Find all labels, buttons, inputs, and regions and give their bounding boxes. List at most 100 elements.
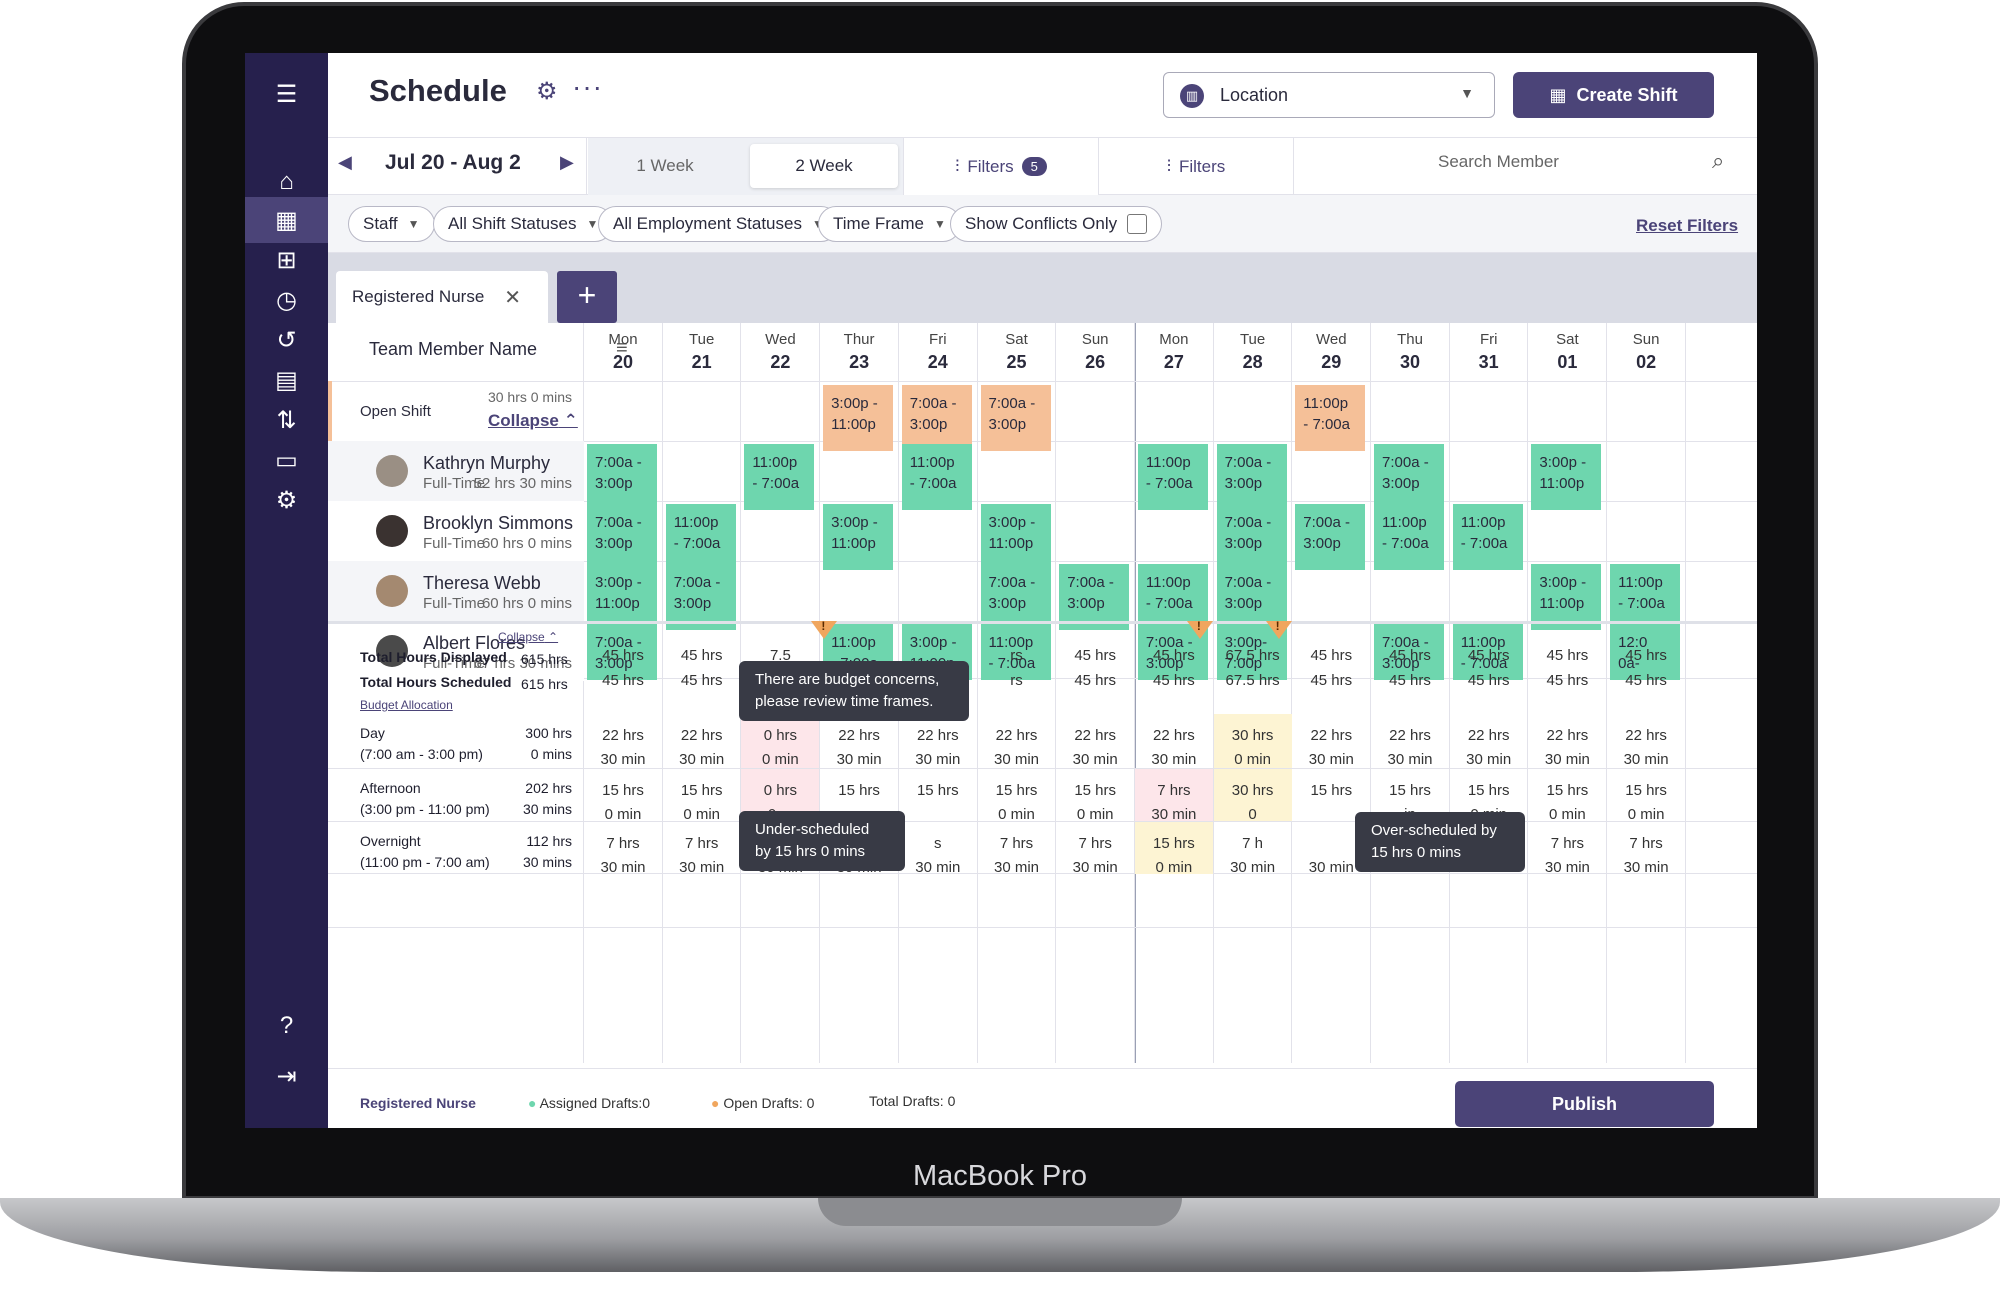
shift-time: 11:00p bbox=[988, 634, 1034, 651]
shift-block[interactable]: 7:00a - 3:00p bbox=[587, 504, 657, 570]
search-icon[interactable]: ⌕ bbox=[1712, 148, 1725, 173]
coverage-value: 30 min bbox=[993, 859, 1040, 876]
reset-filters-link[interactable]: Reset Filters bbox=[1636, 216, 1739, 235]
shift-status-filter[interactable]: All Shift Statuses ▼ bbox=[433, 206, 614, 242]
shift-block[interactable]: 3:00p - 11:00p bbox=[1531, 564, 1602, 630]
budget-allocation-link[interactable]: Budget Allocation bbox=[360, 698, 453, 712]
shift-block[interactable]: 7:00a - 3:00p bbox=[1216, 504, 1287, 570]
create-shift-button[interactable]: ▦ Create Shift bbox=[1513, 72, 1714, 118]
tab-2-week[interactable]: 2 Week bbox=[750, 144, 898, 188]
shift-block[interactable]: 11:00p - 7:00a bbox=[1374, 504, 1444, 570]
shift-block[interactable]: 7:00a - 3:00p bbox=[1216, 444, 1287, 510]
shift-block[interactable]: 7:00a - 3:00p bbox=[1374, 444, 1444, 510]
shift-block[interactable]: 3:00p - 11:00p bbox=[587, 564, 657, 630]
shift-block[interactable]: 11:00p - 7:00a bbox=[901, 444, 972, 510]
shift-block[interactable]: 3:00p - 11:00p bbox=[1531, 444, 1602, 510]
location-select[interactable]: ▥ Location ▼ bbox=[1163, 72, 1495, 118]
calendar-icon[interactable]: ▦ bbox=[245, 197, 328, 243]
sort-icon[interactable]: ≡ bbox=[616, 337, 628, 359]
member-name[interactable]: Theresa Webb bbox=[423, 573, 541, 593]
member-name[interactable]: Kathryn Murphy bbox=[423, 453, 551, 473]
search-member-input[interactable]: Search Member bbox=[1438, 152, 1559, 171]
conflicts-checkbox[interactable] bbox=[1127, 214, 1148, 234]
member-name[interactable]: Albert Flores bbox=[423, 633, 526, 653]
column-divider bbox=[661, 323, 663, 1063]
chevron-down-icon: ▼ bbox=[934, 217, 946, 231]
shift-block[interactable]: 3:00p - 11:00p bbox=[823, 504, 894, 570]
member-row-bg bbox=[328, 561, 584, 621]
shift-block[interactable]: 11:00p - 7:00a bbox=[980, 624, 1051, 680]
day-name: Wed bbox=[765, 331, 796, 348]
open-shift-collapse-link[interactable]: Collapse ⌃ bbox=[488, 411, 578, 431]
shift-block[interactable]: 7:00a - 3:00p bbox=[587, 444, 657, 510]
shift-block[interactable]: 11:00p - 7:00a bbox=[1452, 624, 1523, 680]
warning-icon[interactable]: ! bbox=[1186, 619, 1213, 639]
home-icon[interactable]: ⌂ bbox=[279, 168, 294, 195]
open-shift-block[interactable]: 7:00a - 3:00p bbox=[980, 385, 1051, 451]
shift-block[interactable]: 7:00a - 3:00p bbox=[665, 564, 736, 630]
shift-block[interactable]: 11:00p - 7:00a bbox=[665, 504, 736, 570]
open-shift-block[interactable]: 3:00p - 11:00p bbox=[823, 385, 894, 451]
history-icon[interactable]: ↺ bbox=[276, 326, 297, 354]
coverage-value: 30 min bbox=[1623, 859, 1669, 876]
settings-icon[interactable]: ⚙ bbox=[275, 486, 298, 514]
shift-block[interactable]: 11:00p - 7:00a bbox=[1137, 564, 1208, 630]
schedule-settings-icon[interactable]: ⚙ bbox=[536, 78, 558, 105]
shift-time: 3:00p - bbox=[831, 395, 878, 412]
shift-block[interactable]: 11:00p - 7:00a bbox=[744, 444, 815, 510]
shift-block[interactable]: 11:00p - 7:00a bbox=[1137, 444, 1208, 510]
filters-secondary-button[interactable]: ⫶ Filters bbox=[1098, 138, 1293, 195]
shift-block[interactable]: 7:00a - 3:00p bbox=[1137, 624, 1208, 680]
shift-block[interactable]: 11:00p - 7:00a bbox=[1452, 504, 1523, 570]
open-shift-block[interactable]: 11:00p - 7:00a bbox=[1295, 385, 1366, 451]
calendar-add-icon[interactable]: ⊞ bbox=[276, 246, 297, 274]
day-header: Sun 02 bbox=[1607, 323, 1685, 381]
add-tab-button[interactable]: + bbox=[557, 271, 617, 323]
prev-arrow-icon[interactable]: ◀ bbox=[338, 152, 352, 172]
coverage-value: 30 min bbox=[1151, 806, 1197, 823]
warning-icon[interactable]: ! bbox=[811, 619, 838, 639]
main-area: Schedule ⚙ ··· ▥ Location ▼ ▦ Create Shi… bbox=[328, 53, 1757, 1128]
week-toggle: 1 Week 2 Week bbox=[588, 138, 903, 195]
team-member-header: Team Member Name bbox=[369, 339, 538, 359]
shift-time: 12:0 bbox=[1618, 634, 1648, 651]
member-type: Full-Time bbox=[423, 655, 485, 672]
shift-time: 3:00p bbox=[1224, 475, 1263, 492]
shift-block[interactable]: 7:00a - 3:00p bbox=[1216, 564, 1287, 630]
day-header: Tue 28 bbox=[1214, 323, 1292, 381]
shift-block[interactable]: 7:00a - 3:00p bbox=[1374, 624, 1444, 680]
menu-icon[interactable]: ☰ bbox=[275, 80, 298, 108]
more-options-icon[interactable]: ··· bbox=[572, 71, 603, 102]
time-frame-filter[interactable]: Time Frame ▼ bbox=[818, 206, 961, 242]
swap-icon[interactable]: ⇅ bbox=[276, 406, 297, 434]
shift-block[interactable]: 12:0 0a- bbox=[1610, 624, 1681, 680]
chat-icon[interactable]: ▭ bbox=[275, 446, 298, 474]
shift-time: 7:00a - bbox=[1382, 634, 1429, 651]
shift-block[interactable]: 7:00a - 3:00p bbox=[980, 564, 1051, 630]
close-icon[interactable]: ✕ bbox=[504, 286, 522, 309]
employment-status-filter[interactable]: All Employment Statuses▼ bbox=[598, 206, 839, 242]
id-card-icon[interactable]: ▤ bbox=[275, 366, 298, 394]
clock-icon[interactable]: ◷ bbox=[276, 286, 297, 314]
filters-button[interactable]: ⫶ Filters 5 bbox=[903, 138, 1098, 195]
warning-icon[interactable]: ! bbox=[1265, 619, 1292, 639]
staff-filter[interactable]: Staff ▼ bbox=[348, 206, 435, 242]
shift-block[interactable]: 11:00p - 7:00a bbox=[1610, 564, 1681, 630]
publish-button[interactable]: Publish bbox=[1455, 1081, 1714, 1127]
open-shift-block[interactable]: 7:00a - 3:00p bbox=[901, 385, 972, 451]
member-hours: 60 hrs 0 mins bbox=[481, 535, 572, 552]
logout-icon[interactable]: ⇥ bbox=[276, 1062, 297, 1090]
coverage-value: 30 min bbox=[1308, 751, 1354, 768]
shift-block[interactable]: 7:00a - 3:00p bbox=[1295, 504, 1366, 570]
help-icon[interactable]: ? bbox=[279, 1012, 294, 1039]
totals-collapse-link[interactable]: Collapse ⌃ bbox=[498, 630, 558, 644]
shift-block[interactable]: 7:00a - 3:00p bbox=[587, 624, 657, 680]
member-name[interactable]: Brooklyn Simmons bbox=[423, 513, 574, 533]
tab-1-week[interactable]: 1 Week bbox=[636, 156, 694, 175]
shift-block[interactable]: 3:00p - 11:00p bbox=[980, 504, 1051, 570]
next-arrow-icon[interactable]: ▶ bbox=[560, 152, 574, 172]
conflicts-toggle[interactable]: Show Conflicts Only bbox=[950, 206, 1163, 242]
shift-block[interactable]: 7:00a - 3:00p bbox=[1059, 564, 1130, 630]
tab-registered-nurse[interactable]: Registered Nurse ✕ bbox=[336, 271, 548, 323]
member-type: Full-Time bbox=[423, 535, 485, 552]
